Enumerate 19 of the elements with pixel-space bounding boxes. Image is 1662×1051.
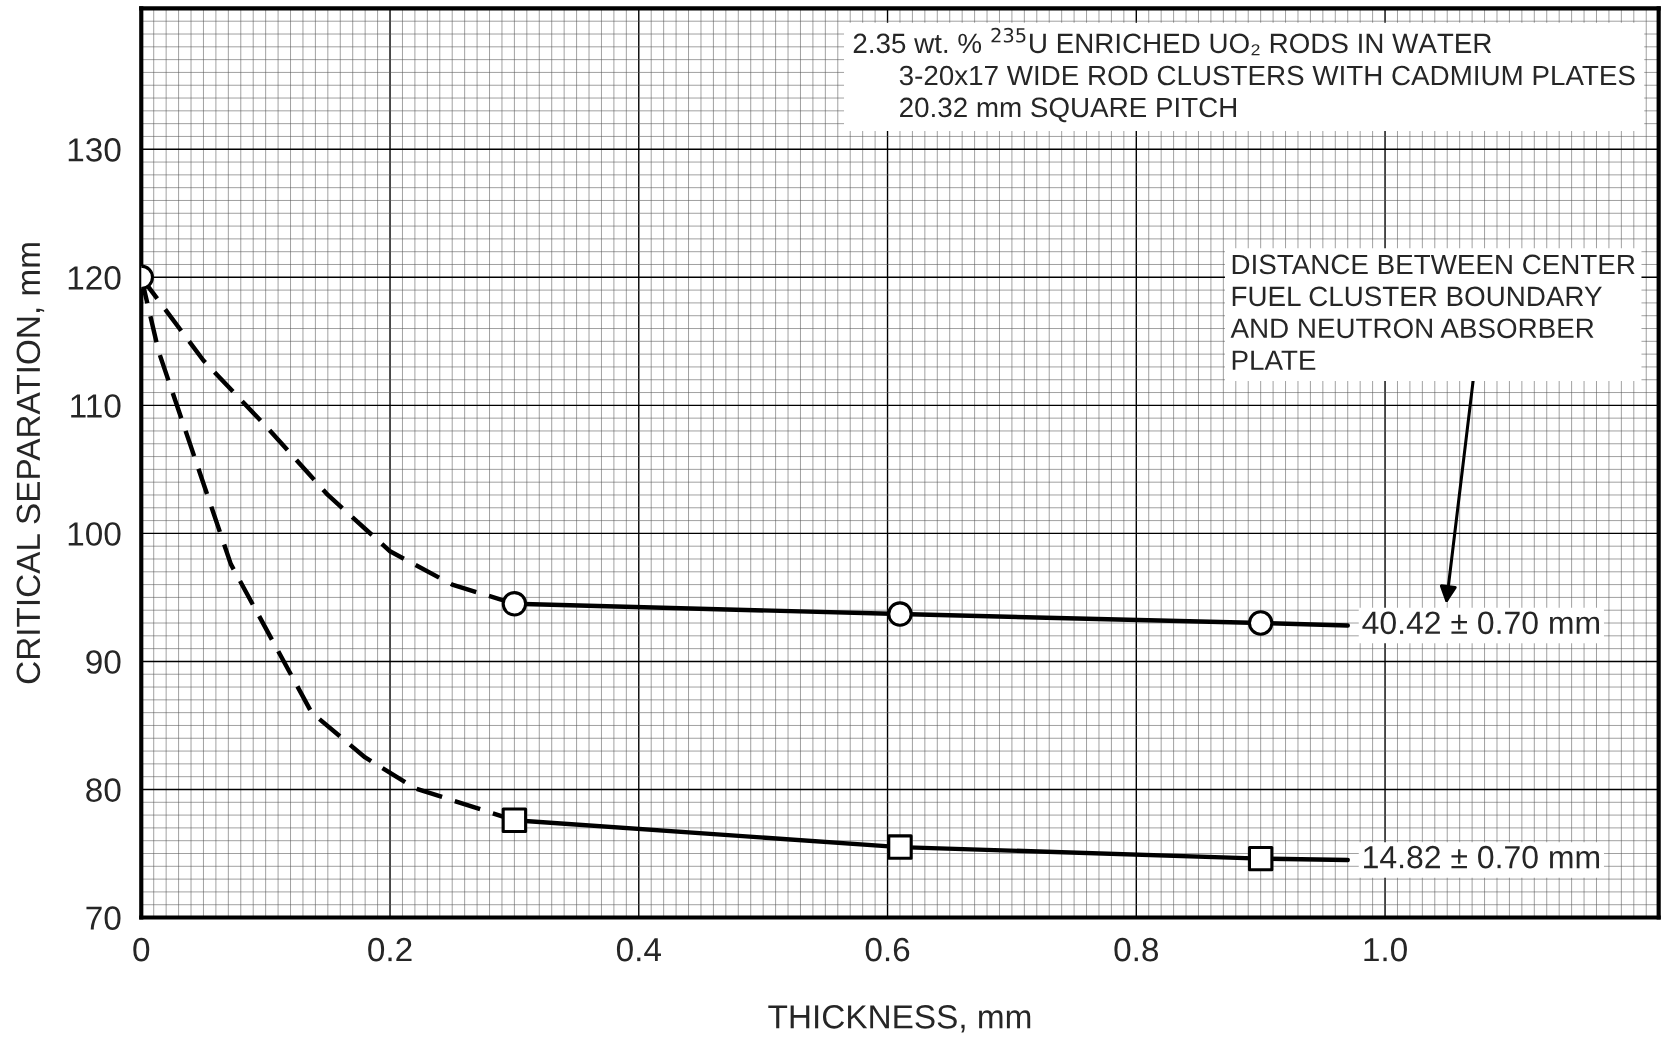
y-tick-label: 110 — [71, 394, 121, 418]
annotation: DISTANCE BETWEEN CENTER FUEL CLUSTER BOUNDARY AND NEUTRON ABSORBER PLATE — [1230, 254, 1635, 370]
x-tick-label: 0.4 — [616, 937, 661, 962]
x-tick-label: 0.8 — [1114, 937, 1159, 962]
y-axis-title: CRITICAL SEPARATION, mm — [16, 243, 45, 684]
y-tick-label: 80 — [86, 778, 121, 802]
x-tick-label: 0.6 — [865, 937, 910, 962]
x-axis-title: THICKNESS, mm — [768, 1005, 1031, 1033]
series-label: 14.82 ± 0.70 mm — [1364, 845, 1599, 869]
x-tick-label: 0 — [133, 937, 150, 962]
y-tick-label: 100 — [68, 522, 121, 546]
x-tick-label: 0.2 — [368, 937, 412, 962]
y-tick-label: 130 — [68, 138, 121, 162]
y-tick-label: 90 — [86, 650, 121, 674]
y-tick-label: 120 — [68, 266, 121, 290]
x-tick-label: 1.0 — [1364, 937, 1407, 962]
legend-label: 40.42 ± 0.70 mm — [1362, 611, 1599, 635]
annotation: 2.35 wt. % $^{235}$U ENRICHED UO₂ RODS IN WATER 3-20x17 WIDE ROD CLUSTERS WITH CADMIUM PLATES 20.32 mm SQUARE PITCH — [853, 27, 1635, 123]
y-tick-label: 70 — [86, 906, 121, 930]
